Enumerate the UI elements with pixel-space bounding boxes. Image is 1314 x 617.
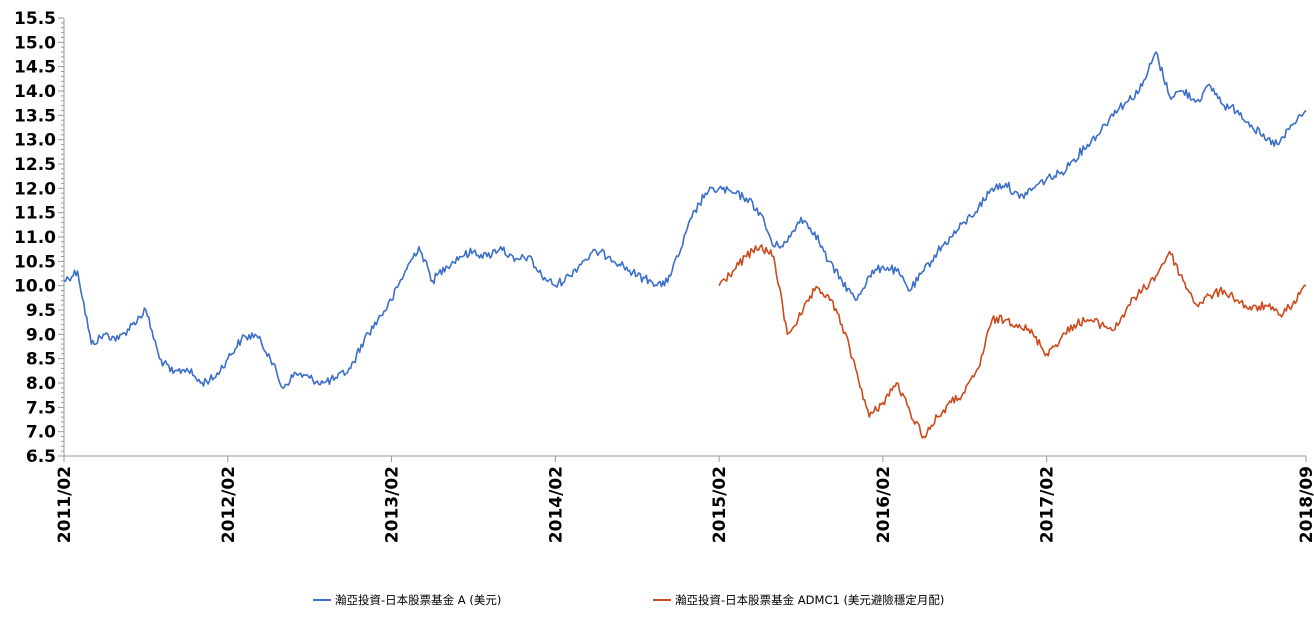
y-tick-label: 8.5 xyxy=(26,350,56,370)
y-axis: 15.5 15.0 14.5 14.0 13.5 13.0 12.5 12.0 11.5 11.0… xyxy=(14,9,65,467)
x-axis: 2011/02 2012/02 2013/02 2014/02 2015/02 2016/… xyxy=(55,455,1314,543)
y-tick-label: 14.0 xyxy=(14,82,56,102)
y-tick-label: 15.0 xyxy=(14,33,56,53)
x-tick-label: 2014/02 xyxy=(546,466,566,543)
y-tick-label: 12.0 xyxy=(14,179,56,199)
y-tick-label: 9.5 xyxy=(26,301,56,321)
y-tick-label: 13.0 xyxy=(14,131,56,151)
x-tick-label: 2012/02 xyxy=(219,466,239,543)
x-tick-label: 2011/02 xyxy=(55,466,75,543)
y-tick-label: 13.5 xyxy=(14,106,56,126)
y-tick-label: 12.5 xyxy=(14,155,56,175)
legend-label-1: 瀚亞投資-日本股票基金 A (美元) xyxy=(335,593,501,607)
y-tick-label: 7.5 xyxy=(26,398,56,418)
y-tick-label: 11.5 xyxy=(14,204,56,224)
legend-label-2: 瀚亞投資-日本股票基金 ADMC1 (美元避險穩定月配) xyxy=(675,593,944,607)
plot-area xyxy=(63,51,1307,439)
y-tick-label: 8.0 xyxy=(26,374,56,394)
x-tick-label: 2016/02 xyxy=(874,466,894,543)
y-tick-label: 9.0 xyxy=(26,325,56,345)
y-tick-label: 10.0 xyxy=(14,277,56,297)
series-line-1 xyxy=(63,51,1307,389)
x-tick-label: 2015/02 xyxy=(710,466,730,543)
y-tick-label: 14.5 xyxy=(14,58,56,78)
x-tick-label: 2018/09 xyxy=(1297,466,1314,543)
series-line-2 xyxy=(718,244,1307,439)
y-tick-label: 10.5 xyxy=(14,252,56,272)
y-tick-label: 15.5 xyxy=(14,9,56,29)
x-tick-label: 2013/02 xyxy=(383,466,403,543)
x-tick-label: 2017/02 xyxy=(1038,466,1058,543)
y-tick-label: 11.0 xyxy=(14,228,56,248)
y-tick-label: 7.0 xyxy=(26,423,56,443)
legend: 瀚亞投資-日本股票基金 A (美元) 瀚亞投資-日本股票基金 ADMC1 (美元避… xyxy=(313,593,944,607)
y-tick-label: 6.5 xyxy=(26,447,56,467)
